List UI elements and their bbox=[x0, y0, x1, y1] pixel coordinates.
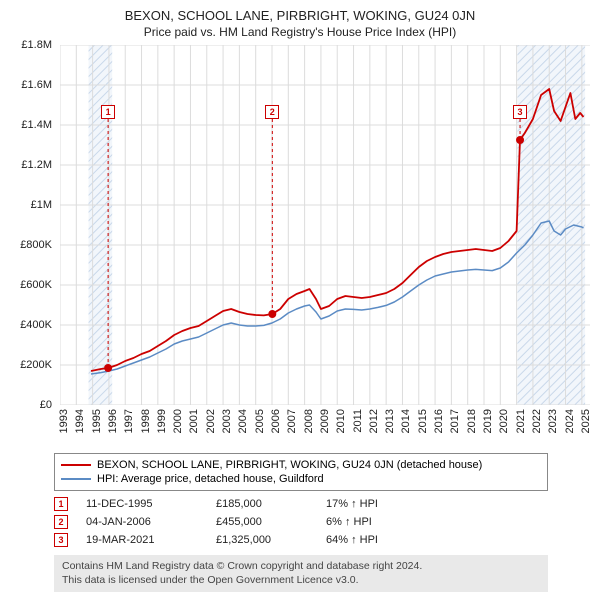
x-axis-tick: 2010 bbox=[335, 409, 347, 433]
x-axis-tick: 2006 bbox=[270, 409, 282, 433]
y-axis-tick: £1.4M bbox=[21, 119, 52, 131]
event-row: 2 04-JAN-2006£455,0006% ↑ HPI bbox=[54, 515, 548, 529]
chart-marker-3: 3 bbox=[513, 105, 527, 119]
legend-item: BEXON, SCHOOL LANE, PIRBRIGHT, WOKING, G… bbox=[61, 458, 541, 472]
chart-marker-1: 1 bbox=[101, 105, 115, 119]
x-axis-tick: 2011 bbox=[352, 409, 364, 433]
x-axis-tick: 2009 bbox=[319, 409, 331, 433]
x-axis-tick: 2025 bbox=[580, 409, 592, 433]
y-axis-tick: £1.2M bbox=[21, 159, 52, 171]
event-price: £1,325,000 bbox=[216, 534, 326, 546]
footer-attribution: Contains HM Land Registry data © Crown c… bbox=[54, 555, 548, 592]
x-axis-tick: 2017 bbox=[449, 409, 461, 433]
footer-line-1: Contains HM Land Registry data © Crown c… bbox=[62, 560, 540, 574]
y-axis-tick: £600K bbox=[20, 279, 52, 291]
x-axis-tick: 1993 bbox=[58, 409, 70, 433]
x-axis-tick: 2020 bbox=[498, 409, 510, 433]
x-axis-tick: 2004 bbox=[237, 409, 249, 433]
x-axis-tick: 2016 bbox=[433, 409, 445, 433]
chart-title: BEXON, SCHOOL LANE, PIRBRIGHT, WOKING, G… bbox=[10, 8, 590, 23]
x-axis-tick: 2023 bbox=[547, 409, 559, 433]
legend-swatch bbox=[61, 478, 91, 480]
legend-item: HPI: Average price, detached house, Guil… bbox=[61, 472, 541, 486]
x-axis-tick: 2024 bbox=[564, 409, 576, 433]
footer-line-2: This data is licensed under the Open Gov… bbox=[62, 574, 540, 588]
event-date: 11-DEC-1995 bbox=[86, 498, 216, 510]
event-pct: 17% ↑ HPI bbox=[326, 498, 436, 510]
x-axis-tick: 2002 bbox=[205, 409, 217, 433]
event-marker-box: 2 bbox=[54, 515, 68, 529]
x-axis-tick: 1994 bbox=[74, 409, 86, 433]
y-axis-tick: £0 bbox=[40, 399, 52, 411]
y-axis-tick: £1.6M bbox=[21, 79, 52, 91]
x-axis-tick: 2000 bbox=[172, 409, 184, 433]
event-row: 3 19-MAR-2021£1,325,00064% ↑ HPI bbox=[54, 533, 548, 547]
y-axis-tick: £1M bbox=[31, 199, 52, 211]
x-axis-tick: 2021 bbox=[515, 409, 527, 433]
x-axis-tick: 2018 bbox=[466, 409, 478, 433]
x-axis-tick: 2012 bbox=[368, 409, 380, 433]
legend-label: BEXON, SCHOOL LANE, PIRBRIGHT, WOKING, G… bbox=[97, 459, 482, 471]
chart-marker-2: 2 bbox=[265, 105, 279, 119]
event-date: 04-JAN-2006 bbox=[86, 516, 216, 528]
y-axis-tick: £200K bbox=[20, 359, 52, 371]
event-pct: 64% ↑ HPI bbox=[326, 534, 436, 546]
chart-subtitle: Price paid vs. HM Land Registry's House … bbox=[10, 25, 590, 39]
event-table: 1 11-DEC-1995£185,00017% ↑ HPI 2 04-JAN-200… bbox=[54, 497, 548, 547]
x-axis-tick: 2019 bbox=[482, 409, 494, 433]
x-axis-tick: 2014 bbox=[400, 409, 412, 433]
event-pct: 6% ↑ HPI bbox=[326, 516, 436, 528]
legend-label: HPI: Average price, detached house, Guil… bbox=[97, 473, 324, 485]
x-axis-tick: 2013 bbox=[384, 409, 396, 433]
chart-area: £0 £200K £400K £600K £800K £1M £1.2M £1.4M £1.6M… bbox=[10, 45, 590, 425]
event-marker-box: 1 bbox=[54, 497, 68, 511]
x-axis-tick: 1995 bbox=[91, 409, 103, 433]
event-price: £185,000 bbox=[216, 498, 326, 510]
x-axis-tick: 1997 bbox=[123, 409, 135, 433]
x-axis-tick: 2015 bbox=[417, 409, 429, 433]
y-axis-tick: £1.8M bbox=[21, 39, 52, 51]
event-row: 1 11-DEC-1995£185,00017% ↑ HPI bbox=[54, 497, 548, 511]
x-axis-tick: 2005 bbox=[254, 409, 266, 433]
x-axis-tick: 2008 bbox=[303, 409, 315, 433]
legend-swatch bbox=[61, 464, 91, 466]
x-axis-tick: 2001 bbox=[188, 409, 200, 433]
legend: BEXON, SCHOOL LANE, PIRBRIGHT, WOKING, G… bbox=[54, 453, 548, 491]
plot-area: 1 2 3 bbox=[60, 45, 590, 405]
event-date: 19-MAR-2021 bbox=[86, 534, 216, 546]
x-axis-tick: 2007 bbox=[286, 409, 298, 433]
x-axis-tick: 1998 bbox=[140, 409, 152, 433]
event-marker-box: 3 bbox=[54, 533, 68, 547]
event-price: £455,000 bbox=[216, 516, 326, 528]
x-axis-tick: 1999 bbox=[156, 409, 168, 433]
y-axis-tick: £400K bbox=[20, 319, 52, 331]
x-axis-tick: 2003 bbox=[221, 409, 233, 433]
x-axis-tick: 1996 bbox=[107, 409, 119, 433]
x-axis-tick: 2022 bbox=[531, 409, 543, 433]
y-axis-tick: £800K bbox=[20, 239, 52, 251]
